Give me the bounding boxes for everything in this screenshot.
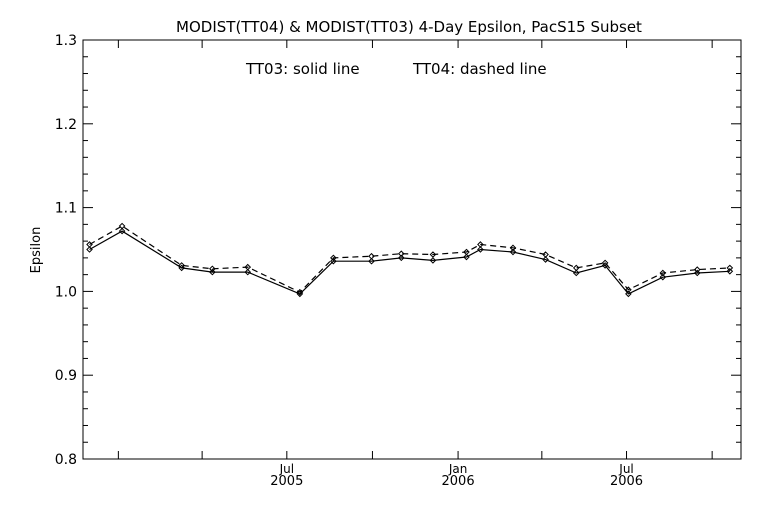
y-tick-label: 1.1	[55, 201, 77, 217]
series-tt03	[86, 227, 734, 298]
plot-frame	[82, 39, 742, 460]
x-tick-month: Jul	[618, 462, 633, 476]
data-point-tt04	[178, 262, 185, 269]
data-point-tt04	[368, 252, 375, 260]
data-point-tt03	[509, 248, 517, 256]
series-tt04	[86, 222, 734, 296]
data-point-tt04	[429, 251, 437, 258]
data-point-tt03	[397, 254, 405, 262]
x-tick-year: 2005	[270, 474, 303, 489]
series-line-tt03	[89, 230, 730, 295]
data-point-tt04	[397, 250, 405, 257]
x-tick-month: Jan	[448, 462, 468, 476]
chart-title: MODIST(TT04) & MODIST(TT03) 4-Day Epsilo…	[176, 18, 642, 36]
data-point-tt04	[86, 241, 93, 248]
data-point-tt04	[463, 248, 470, 256]
data-point-tt04	[572, 264, 580, 272]
data-point-tt04	[244, 263, 252, 271]
y-tick-label: 1.0	[55, 284, 77, 300]
annotation-tt03: TT03: solid line	[245, 60, 360, 78]
data-point-tt04	[726, 264, 734, 272]
data-point-tt03	[477, 246, 484, 253]
data-point-tt03	[693, 269, 701, 277]
data-point-tt03	[209, 268, 216, 276]
data-point-tt03	[118, 227, 126, 235]
data-point-tt03	[368, 257, 375, 265]
data-point-tt03	[542, 256, 549, 263]
data-point-tt04	[118, 222, 126, 230]
data-point-tt03	[244, 268, 252, 276]
data-point-tt04	[330, 254, 337, 262]
data-point-tt03	[330, 257, 337, 265]
data-point-tt04	[477, 241, 484, 248]
data-point-tt04	[625, 286, 632, 294]
data-point-tt04	[693, 266, 701, 273]
y-tick-label: 1.3	[55, 33, 77, 49]
data-point-tt03	[625, 290, 632, 298]
annotation-tt04: TT04: dashed line	[412, 60, 547, 78]
y-tick-label: 0.9	[55, 368, 77, 384]
data-point-tt04	[601, 259, 609, 267]
data-point-tt04	[509, 244, 517, 252]
data-point-tt03	[659, 273, 667, 281]
data-point-tt04	[296, 288, 304, 296]
data-point-tt04	[542, 251, 549, 258]
data-point-tt03	[178, 264, 185, 272]
y-axis-label: Epsilon	[29, 227, 44, 274]
data-point-tt03	[572, 269, 580, 277]
x-tick-month: Jul	[279, 462, 294, 476]
series-line-tt04	[89, 225, 730, 293]
x-tick-year: 2006	[610, 474, 643, 489]
x-tick-year: 2006	[442, 474, 475, 489]
data-point-tt03	[429, 257, 437, 264]
data-point-tt03	[86, 246, 93, 253]
data-point-tt04	[659, 269, 667, 277]
data-point-tt04	[209, 265, 216, 273]
series-layer	[86, 222, 734, 298]
data-point-tt03	[463, 253, 470, 261]
y-tick-label: 1.2	[55, 117, 77, 133]
y-axis: 0.8 0.9 1.0 1.1 1.2 1.3	[55, 33, 741, 468]
y-tick-label: 0.8	[55, 452, 77, 468]
data-point-tt03	[726, 267, 734, 275]
